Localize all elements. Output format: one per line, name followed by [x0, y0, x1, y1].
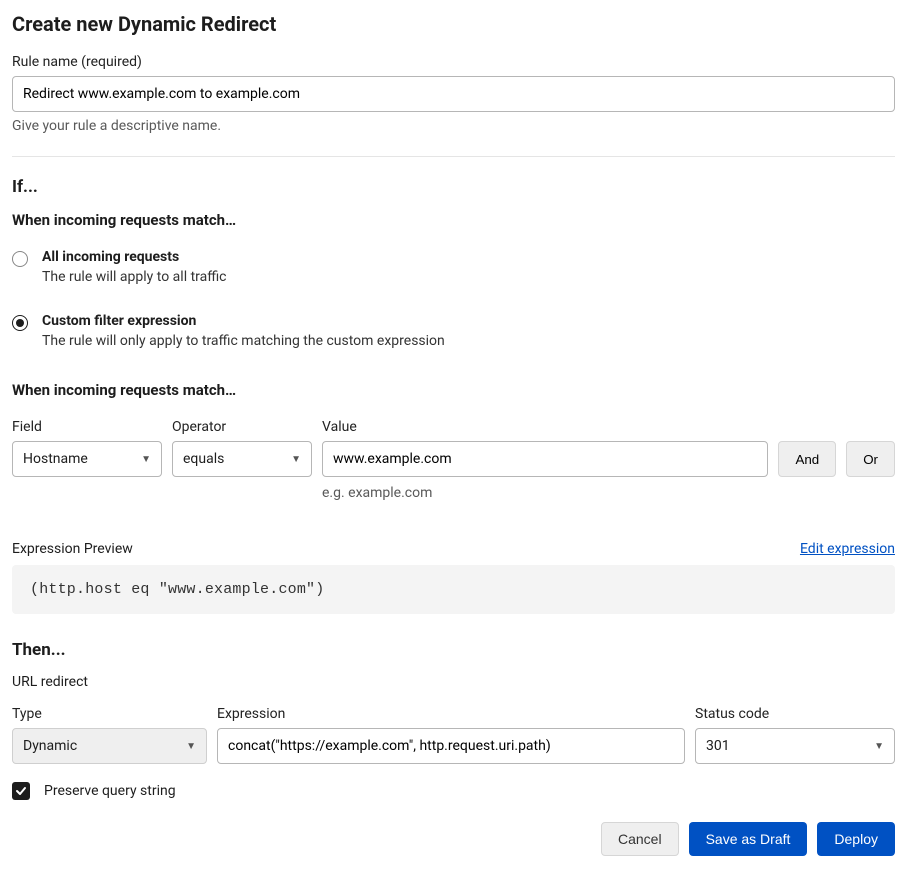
radio-custom-expression[interactable]: [12, 315, 28, 331]
field-select[interactable]: Hostname ▼: [12, 441, 162, 477]
expression-label: Expression: [217, 706, 685, 722]
field-select-value: Hostname: [23, 451, 88, 467]
if-subheading: When incoming requests match…: [12, 211, 895, 229]
save-draft-button[interactable]: Save as Draft: [689, 822, 808, 856]
radio-custom-label: Custom filter expression: [42, 313, 445, 329]
value-label: Value: [322, 419, 768, 435]
operator-label: Operator: [172, 419, 312, 435]
page-title: Create new Dynamic Redirect: [12, 12, 895, 36]
type-label: Type: [12, 706, 207, 722]
expression-preview: (http.host eq "www.example.com"): [12, 565, 895, 614]
operator-select[interactable]: equals ▼: [172, 441, 312, 477]
or-button[interactable]: Or: [846, 441, 895, 477]
and-button[interactable]: And: [778, 441, 836, 477]
value-input[interactable]: [322, 441, 768, 477]
radio-custom-desc: The rule will only apply to traffic matc…: [42, 333, 445, 349]
expression-input[interactable]: [217, 728, 685, 764]
divider: [12, 156, 895, 157]
caret-down-icon: ▼: [874, 741, 884, 752]
caret-down-icon: ▼: [186, 741, 196, 752]
then-sub: URL redirect: [12, 674, 895, 690]
builder-heading: When incoming requests match…: [12, 381, 895, 399]
then-heading: Then...: [12, 640, 895, 660]
radio-all-desc: The rule will apply to all traffic: [42, 269, 227, 285]
if-heading: If...: [12, 177, 895, 197]
caret-down-icon: ▼: [141, 454, 151, 465]
caret-down-icon: ▼: [291, 454, 301, 465]
check-icon: [15, 785, 27, 797]
field-label: Field: [12, 419, 162, 435]
preserve-query-checkbox[interactable]: [12, 782, 30, 800]
preserve-query-label: Preserve query string: [44, 783, 176, 799]
cancel-button[interactable]: Cancel: [601, 822, 679, 856]
rule-name-hint: Give your rule a descriptive name.: [12, 118, 895, 134]
radio-all-label: All incoming requests: [42, 249, 227, 265]
status-code-select[interactable]: 301 ▼: [695, 728, 895, 764]
status-code-label: Status code: [695, 706, 895, 722]
deploy-button[interactable]: Deploy: [817, 822, 895, 856]
type-select[interactable]: Dynamic ▼: [12, 728, 207, 764]
rule-name-input[interactable]: [12, 76, 895, 112]
radio-all-requests[interactable]: [12, 251, 28, 267]
value-hint: e.g. example.com: [322, 485, 432, 501]
type-select-value: Dynamic: [23, 738, 77, 754]
expression-preview-label: Expression Preview: [12, 541, 133, 557]
rule-name-label: Rule name (required): [12, 54, 895, 70]
status-code-value: 301: [706, 738, 730, 754]
operator-select-value: equals: [183, 451, 224, 467]
edit-expression-link[interactable]: Edit expression: [800, 541, 895, 557]
